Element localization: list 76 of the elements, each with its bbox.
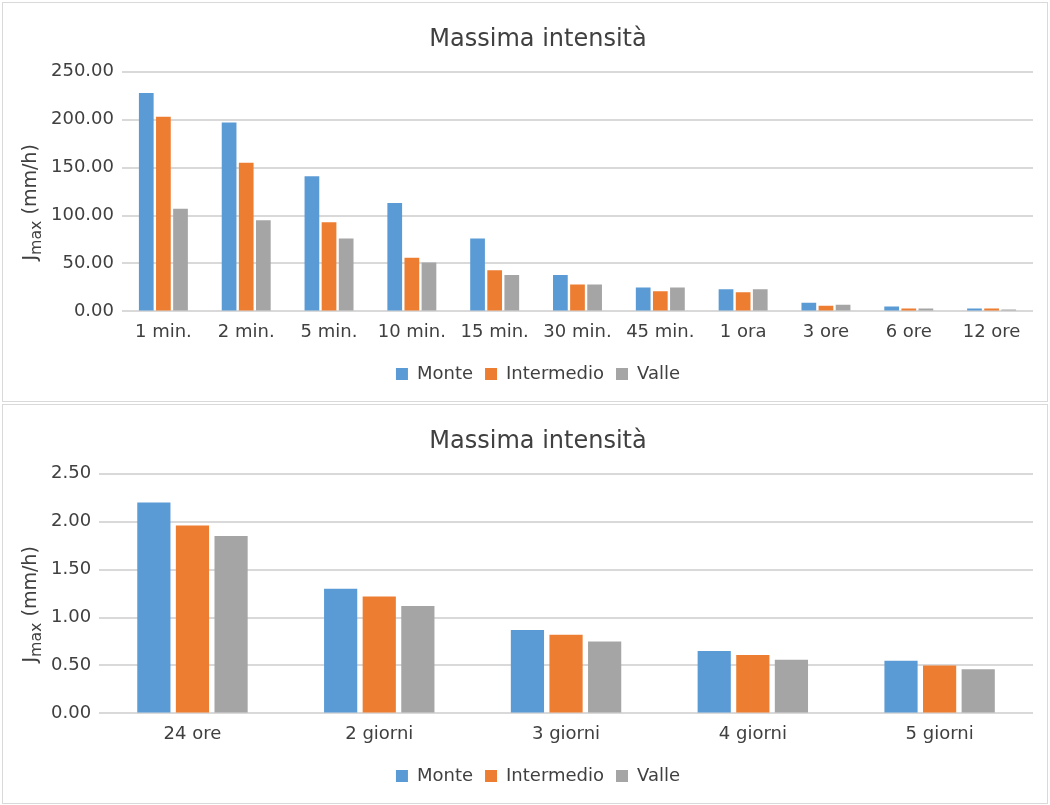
y-tick-label: 2.00 <box>51 509 92 531</box>
bar <box>549 634 583 713</box>
y-tick-label: 0.50 <box>51 653 92 675</box>
bar <box>735 292 751 311</box>
bar <box>138 92 154 311</box>
chart-title: Massima intensità <box>429 23 647 52</box>
bar <box>510 630 545 713</box>
y-tick-label: 0.00 <box>51 701 92 723</box>
x-tick-label: 2 giorni <box>345 721 414 743</box>
x-tick-label: 2 min. <box>217 319 275 341</box>
x-tick-label: 10 min. <box>377 319 446 341</box>
bar <box>214 536 248 713</box>
y-tick-label: 2.50 <box>51 461 92 483</box>
y-tick-label: 0.00 <box>73 299 114 321</box>
legend-label: Intermedio <box>506 763 605 785</box>
x-tick-label: 5 giorni <box>905 721 974 743</box>
y-tick-label: 200.00 <box>51 107 114 129</box>
x-tick-label: 3 giorni <box>531 721 601 743</box>
bar <box>401 606 435 713</box>
bar <box>255 220 271 311</box>
y-tick-label: 1.00 <box>51 605 92 627</box>
x-tick-label: 24 ore <box>163 721 222 743</box>
bar <box>587 284 602 311</box>
bar <box>387 203 403 311</box>
y-tick-label: 100.00 <box>51 203 114 225</box>
bar <box>504 274 520 311</box>
x-tick-label: 15 min. <box>460 319 529 341</box>
bar <box>652 291 668 311</box>
bar <box>221 122 237 311</box>
legend-label: Valle <box>637 361 681 383</box>
bar <box>801 302 817 311</box>
bar <box>774 659 809 713</box>
legend-label: Monte <box>416 361 474 383</box>
bar <box>588 641 622 713</box>
bar <box>324 588 358 713</box>
legend-label: Intermedio <box>506 361 605 383</box>
x-tick-label: 12 ore <box>962 319 1021 341</box>
y-tick-label: 250.00 <box>51 59 114 81</box>
legend-label: Valle <box>637 763 681 785</box>
bar <box>321 222 337 311</box>
x-tick-label: 4 giorni <box>718 721 787 743</box>
x-tick-label: 30 min. <box>543 319 612 341</box>
bar <box>421 262 437 311</box>
bar <box>635 287 651 311</box>
y-tick-label: 50.00 <box>62 251 114 273</box>
bar <box>487 270 503 311</box>
bar <box>173 208 188 311</box>
bar <box>137 502 171 713</box>
x-tick-label: 1 min. <box>134 319 192 341</box>
x-tick-label: 5 min. <box>300 319 358 341</box>
bar <box>570 284 585 311</box>
x-tick-label: 3 ore <box>802 319 850 341</box>
bar <box>961 669 995 713</box>
legend-label: Monte <box>416 763 474 785</box>
bar <box>470 238 485 311</box>
chart-title: Massima intensità <box>429 425 647 454</box>
bar <box>404 257 420 311</box>
bar <box>670 287 685 311</box>
bar <box>697 651 731 713</box>
y-tick-label: 150.00 <box>51 155 114 177</box>
bar <box>752 289 768 311</box>
bar <box>923 665 957 713</box>
bar <box>175 525 210 713</box>
bar <box>884 660 918 713</box>
bar <box>736 654 770 713</box>
y-tick-label: 1.50 <box>51 557 92 579</box>
x-tick-label: 6 ore <box>885 319 932 341</box>
bar <box>338 238 354 311</box>
bar <box>156 116 171 311</box>
bar <box>238 162 254 311</box>
bar <box>718 289 734 311</box>
bar <box>362 596 396 713</box>
x-tick-label: 45 min. <box>626 319 695 341</box>
x-tick-label: 1 ora <box>719 319 767 341</box>
bar <box>304 176 320 311</box>
bar <box>553 274 568 311</box>
